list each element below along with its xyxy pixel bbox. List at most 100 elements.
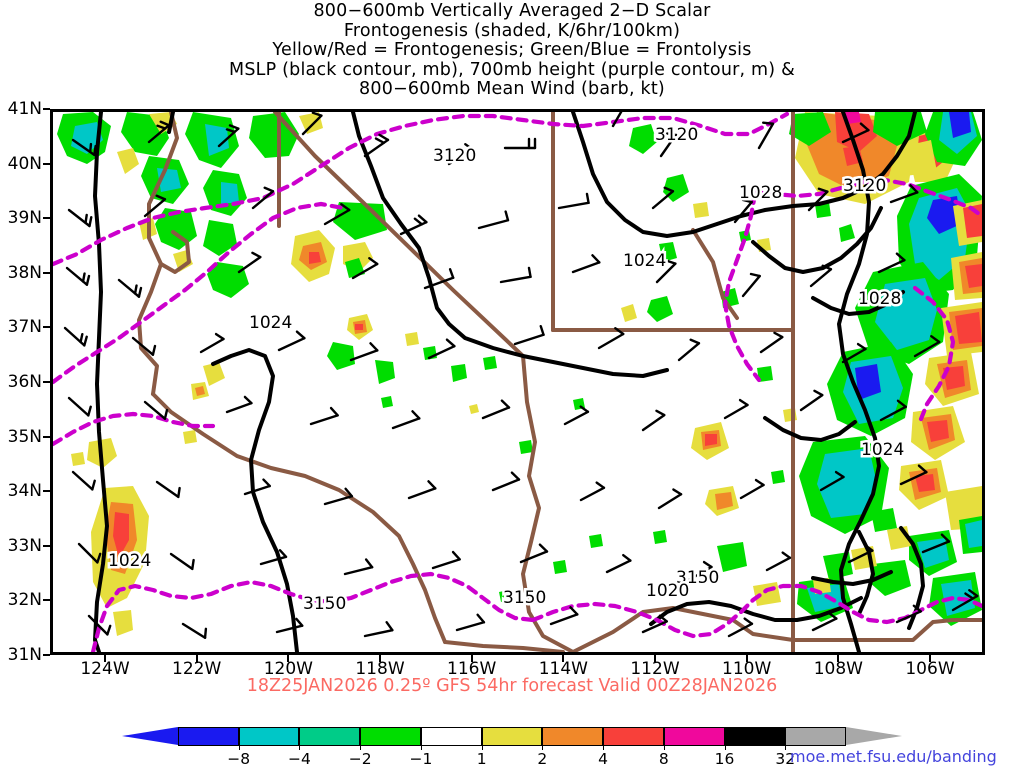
- contour-labels: 3120312031203120312031201028102810241024…: [106, 123, 907, 617]
- y-axis-label: 40N: [7, 153, 42, 174]
- svg-text:3120: 3120: [843, 176, 886, 196]
- x-axis-tick: [745, 655, 748, 662]
- svg-text:3150: 3150: [503, 588, 546, 608]
- y-axis-tick: [43, 271, 50, 274]
- y-axis-tick: [43, 435, 50, 438]
- y-axis-tick: [43, 217, 50, 220]
- colorbar-segment[interactable]: [238, 727, 300, 746]
- title-line-3: Yellow/Red = Frontogenesis; Green/Blue =…: [272, 40, 752, 60]
- x-axis: 124W 122W 120W 118W 116W 114W 112W 110W 108W 106W: [50, 655, 985, 685]
- svg-text:1020: 1020: [646, 581, 689, 601]
- title-line-2: Frontogenesis (shaded, K/6hr/100km): [343, 20, 681, 41]
- colorbar-label: 8: [658, 750, 669, 768]
- y-axis-label: 31N: [7, 645, 42, 665]
- y-axis-tick: [43, 381, 50, 383]
- x-axis-label: 118W: [355, 659, 405, 679]
- y-axis-label: 41N: [7, 99, 42, 119]
- colorbar-label: 2: [537, 750, 548, 768]
- chart-title-block: 800−600mb Vertically Averaged 2−D Scalar…: [0, 1, 1024, 100]
- colorbar-segment[interactable]: [785, 727, 846, 746]
- svg-text:3150: 3150: [503, 588, 546, 608]
- y-axis-tick: [43, 162, 50, 165]
- svg-text:3120: 3120: [655, 125, 698, 145]
- x-axis-tick: [562, 655, 565, 662]
- colorbar-segment[interactable]: [481, 727, 543, 746]
- svg-text:3120: 3120: [843, 176, 886, 196]
- svg-text:3120: 3120: [655, 125, 698, 145]
- y-axis-label: 34N: [7, 481, 42, 502]
- colorbar[interactable]: −8 −4 −2 −1 1 2 4 8 16 32: [122, 727, 902, 768]
- source-watermark: moe.met.fsu.edu/banding: [790, 747, 997, 766]
- svg-text:3120: 3120: [433, 146, 476, 166]
- title-line-4: MSLP (black contour, mb), 700mb height (…: [229, 59, 795, 80]
- svg-text:1028: 1028: [858, 289, 901, 309]
- colorbar-segment[interactable]: [178, 727, 239, 746]
- svg-text:1024: 1024: [861, 440, 904, 460]
- colorbar-tick: [663, 746, 665, 750]
- x-axis-label: 116W: [447, 659, 497, 679]
- colorbar-segment[interactable]: [299, 727, 361, 746]
- svg-text:1024: 1024: [108, 551, 151, 571]
- state-borders: [137, 112, 982, 652]
- colorbar-segment[interactable]: [542, 727, 604, 746]
- y-axis-label: 38N: [7, 262, 42, 283]
- colorbar-tick: [785, 746, 787, 750]
- x-axis-tick: [195, 655, 198, 662]
- svg-text:3120: 3120: [433, 146, 476, 166]
- y-axis-label: 33N: [7, 535, 42, 556]
- svg-text:3150: 3150: [303, 594, 346, 614]
- y-axis-label: 36N: [7, 372, 42, 392]
- x-axis-label: 106W: [905, 659, 955, 679]
- colorbar-segment[interactable]: [420, 727, 482, 746]
- x-axis-tick: [104, 655, 106, 662]
- colorbar-label: 32: [775, 750, 796, 768]
- colorbar-label: 1: [476, 750, 487, 768]
- svg-text:1028: 1028: [739, 183, 782, 203]
- title-line-5: 800−600mb Mean Wind (barb, kt): [359, 79, 665, 99]
- forecast-caption: 18Z25JAN2026 0.25º GFS 54hr forecast Val…: [246, 676, 778, 696]
- map-plot-area[interactable]: 3120 3120 3120 3120 3120 3120 1028 1028 1024 1024…: [50, 109, 985, 655]
- svg-text:1024: 1024: [861, 440, 904, 460]
- colorbar-tick: [481, 746, 483, 750]
- colorbar-segment[interactable]: [603, 727, 664, 746]
- map-graphics: 3120312031203120312031201028102810241024…: [53, 112, 982, 652]
- x-axis-tick: [379, 655, 381, 662]
- y-axis-label: 37N: [7, 317, 42, 338]
- x-axis-label: 122W: [172, 659, 222, 679]
- colorbar-tick: [360, 746, 362, 750]
- x-axis-tick: [287, 655, 290, 662]
- colorbar-label: 4: [598, 750, 609, 768]
- x-axis-label: 110W: [722, 659, 772, 679]
- x-axis-label: 112W: [630, 659, 680, 679]
- colorbar-segment[interactable]: [724, 727, 786, 746]
- x-axis-label: 124W: [80, 659, 130, 679]
- y-axis-label: 39N: [7, 208, 42, 229]
- y-axis-tick: [43, 544, 50, 547]
- colorbar-label: 16: [714, 750, 735, 768]
- x-axis-tick: [470, 655, 473, 662]
- colorbar-tick: [724, 746, 726, 750]
- svg-text:1020: 1020: [646, 581, 689, 601]
- colorbar-segment[interactable]: [360, 727, 421, 746]
- colorbar-segment[interactable]: [663, 727, 725, 746]
- x-axis-tick: [654, 655, 656, 662]
- y-axis-tick: [43, 599, 50, 602]
- x-axis-label: 114W: [538, 659, 588, 679]
- y-axis: 41N 40N 39N 38N 37N 36N 35N 34N 33N 32N 31N: [0, 99, 50, 665]
- x-axis-tick: [929, 655, 931, 662]
- y-axis-label: 35N: [7, 426, 42, 447]
- colorbar-right-arrow: [846, 727, 902, 745]
- colorbar-label: −2: [348, 750, 372, 768]
- wind-barbs: [63, 112, 979, 639]
